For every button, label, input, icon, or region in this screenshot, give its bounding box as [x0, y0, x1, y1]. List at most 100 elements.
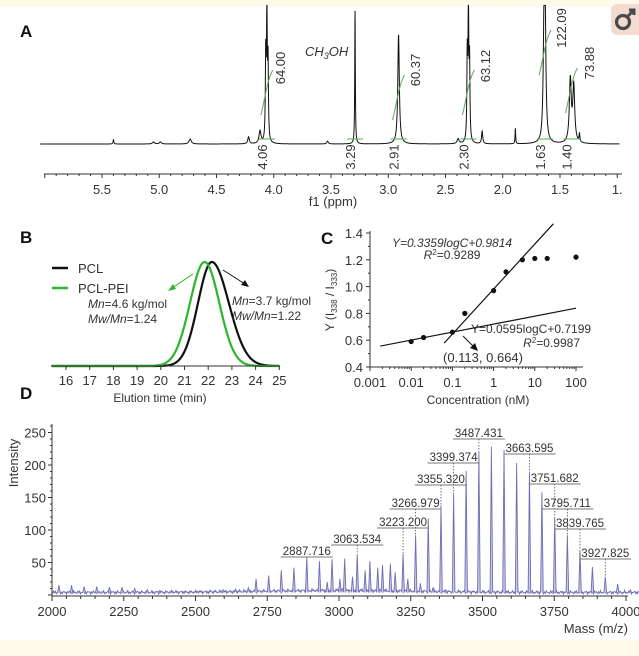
ms-peak [426, 518, 431, 593]
legend-label: PCL [78, 261, 103, 276]
x-tick-label: 0.01 [399, 375, 424, 390]
fit-r2-flat: R2=0.9987 [523, 336, 580, 350]
x-tick-label: 5.5 [93, 182, 111, 197]
ms-peak [413, 535, 418, 593]
integral-region-label: 1.63 [533, 144, 548, 169]
arrow-pcl [222, 269, 246, 285]
ms-peak [221, 588, 225, 593]
ms-peak [233, 587, 238, 593]
x-tick-label: 25 [272, 373, 286, 388]
integral-region-label: 2.30 [456, 144, 471, 169]
r2-label: R [424, 248, 433, 262]
x-tick-label: 18 [106, 373, 120, 388]
arrow-pcl-pei [171, 273, 194, 289]
ms-peak [95, 586, 99, 593]
x-tick-label: 22 [201, 373, 215, 388]
r2-sup: 2 [432, 248, 437, 257]
integral-curve [461, 69, 475, 116]
data-point [573, 254, 579, 260]
y-tick-label: 250 [24, 426, 46, 441]
data-point [544, 255, 550, 262]
pdi-label: Mw/Mn [232, 309, 271, 323]
pdi-value: =1.22 [271, 309, 302, 323]
ms-peak [489, 446, 494, 593]
ms-peak [246, 586, 251, 593]
data-point [519, 257, 525, 263]
peak-mass-label: 2887.716 [283, 546, 331, 558]
fit-equation-flat: Y=0.0595logC+0.7199 [471, 322, 591, 336]
integral-value-label: 122.09 [554, 8, 569, 48]
ms-peak [183, 590, 187, 593]
ms-peak [388, 563, 393, 593]
r2-label: R [523, 336, 532, 350]
x-tick-label: 20 [154, 373, 168, 388]
ms-peak [375, 567, 380, 593]
x-axis-label: Elution time (min) [113, 391, 206, 405]
intersection-arrow [462, 335, 475, 348]
cmc-chart: 0.001 0.01 0.1 1 10 100 0.4 0.6 0.8 1.0 1.2 1.4 Conc… [323, 223, 591, 407]
ms-peak [69, 585, 74, 593]
pdi-label: Mw/Mn [88, 312, 127, 326]
ms-peak [350, 576, 355, 593]
peak-mass-label: 3399.374 [430, 452, 479, 464]
gpc-chart: 16 17 18 19 20 21 22 23 24 25 Elution time (min) PC… [51, 260, 311, 405]
y-tick-label: 1.0 [345, 280, 363, 295]
integral-curve [392, 74, 405, 121]
x-tick-label: 1. [612, 182, 623, 197]
x-tick-label: 3250 [396, 604, 425, 619]
ms-peak [338, 578, 342, 593]
r2-value: =0.9289 [437, 248, 481, 262]
mn-label: Mn [88, 297, 105, 311]
key-circle-icon[interactable] [611, 4, 639, 35]
x-tick-label: 100 [565, 375, 587, 390]
x-tick-label: 10 [528, 375, 542, 390]
integral-region-label: 3.29 [343, 144, 358, 169]
ms-peak [363, 570, 367, 593]
fit-equation-steep: Y=0.3359logC+0.9814 [392, 236, 512, 250]
pdi-annotation: Mw/Mn=1.22 [232, 309, 301, 323]
x-tick-label: 21 [177, 373, 191, 388]
x-tick-label: 5.0 [150, 182, 168, 197]
arrow-head [470, 343, 478, 351]
integral-curve [538, 29, 552, 76]
ms-peak [540, 492, 544, 593]
pdi-annotation: Mw/Mn=1.24 [88, 312, 157, 326]
x-tick-label: 1 [490, 375, 497, 390]
ms-peak [158, 589, 162, 593]
x-tick-label: 2500 [181, 604, 210, 619]
integral-curve [260, 69, 274, 116]
integral-value-label: 63.12 [478, 50, 493, 83]
y-label-sub: 333 [330, 272, 339, 286]
pdi-value: =1.24 [127, 312, 158, 326]
ms-peak [590, 567, 595, 593]
panel-label-b: B [20, 228, 32, 247]
y-tick-label: 0.4 [345, 360, 363, 375]
y-tick-label: 0.6 [345, 333, 363, 348]
mn-annotation: Mn=3.7 kg/mol [232, 294, 311, 308]
y-tick-label: 100 [24, 523, 46, 538]
ms-peak [170, 590, 175, 593]
ms-peak [279, 570, 284, 593]
ms-peak [615, 583, 620, 593]
integral-value-label: 64.00 [273, 52, 288, 85]
y-tick-label: 50 [32, 556, 46, 571]
x-tick-label: 3000 [325, 604, 354, 619]
solvent-label-part: CH [305, 44, 324, 59]
x-tick-label: 17 [82, 373, 96, 388]
data-point [449, 329, 455, 335]
x-tick-label: 4.0 [265, 182, 283, 197]
x-tick-label: 4.5 [207, 182, 225, 197]
bottom-band [0, 640, 639, 656]
r2-value: =0.9987 [536, 336, 580, 350]
ms-peak [266, 575, 271, 593]
ms-peak [132, 587, 137, 593]
x-tick-label: 16 [59, 373, 73, 388]
integral-region-label: 1.40 [559, 144, 574, 169]
ms-peak [401, 554, 405, 593]
data-point [491, 288, 497, 294]
x-tick-label: 3750 [540, 604, 569, 619]
x-tick-label: 0.001 [354, 375, 387, 390]
ms-peak [368, 561, 372, 593]
ms-peak [107, 587, 112, 593]
